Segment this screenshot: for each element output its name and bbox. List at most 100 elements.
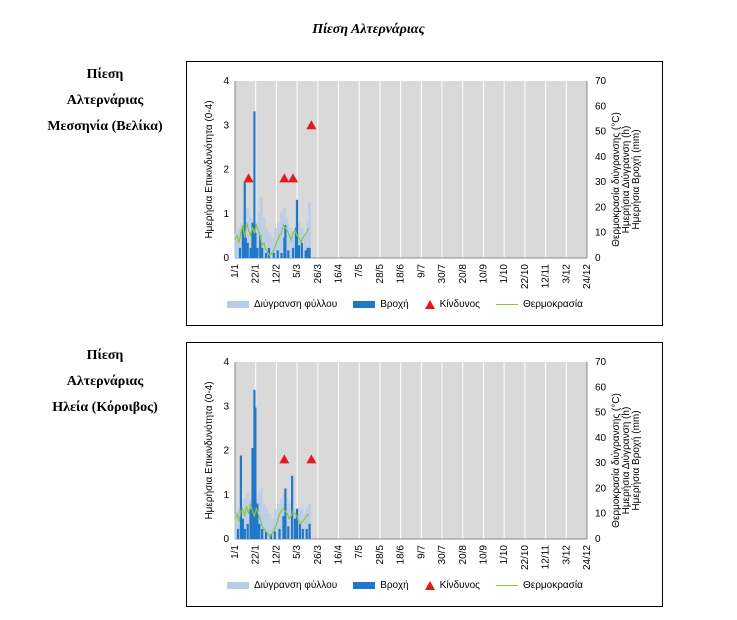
left-tick-label: 3	[223, 120, 229, 131]
leaf-wetness-bar	[291, 232, 295, 258]
leaf-wetness-bar	[285, 217, 289, 258]
rain-bar	[304, 250, 307, 258]
right-axis-title: Ημερήσια Διύγρανση (h)	[620, 126, 632, 234]
rain-bar	[297, 245, 301, 258]
rain-bar	[246, 242, 249, 258]
chart-legend: Διύγρανση φύλλου Βροχή Κίνδυνος Θερμοκρα…	[227, 295, 657, 313]
x-tick-label: 28/5	[375, 264, 386, 284]
label-line: Πίεση	[86, 67, 124, 82]
chart-svg: 1/1 22/1 12/2 5/3 26/3 16/4 7/5 28/5 18/6 9/7 30/7…	[203, 76, 642, 289]
page-title: Πίεση Αλτερνάριας	[312, 22, 425, 37]
right-tick-label: 60	[595, 101, 607, 112]
leaf-wetness-bar	[300, 508, 304, 539]
rain-bar	[292, 247, 295, 258]
leaf-wetness-bar	[265, 227, 269, 258]
x-tick-label: 5/3	[292, 264, 303, 278]
legend-risk: Κίνδυνος	[424, 298, 480, 310]
rain-bar	[256, 503, 259, 539]
right-tick-label: 40	[595, 152, 607, 163]
left-axis-title: Ημερήσια Επικινδυνότητα (0-4)	[203, 100, 215, 238]
rain-bar	[269, 533, 272, 539]
x-tick-label: 12/2	[271, 264, 282, 284]
rain-bar	[305, 528, 308, 539]
left-tick-label: 4	[223, 357, 229, 368]
right-axis-title: Ημερήσια Διύγρανση (h)	[620, 407, 632, 515]
panel-label-ileia: Πίεση Αλτερνάριας Ηλεία (Κόροιβος)	[40, 343, 170, 421]
leaf-wetness-bar	[288, 227, 292, 258]
rain-bar	[306, 247, 309, 258]
right-tick-label: 0	[595, 253, 601, 264]
legend-risk-label: Κίνδυνος	[439, 298, 480, 310]
x-tick-label: 30/7	[437, 264, 448, 284]
rain-bar	[308, 523, 311, 539]
x-tick-label: 20/8	[458, 264, 469, 284]
legend-leaf: Διύγρανση φύλλου	[227, 299, 337, 310]
temperature-line	[234, 222, 310, 257]
right-axis-title: Θερμοκρασία διύγρανσης (°C)	[610, 393, 622, 528]
legend-temp-label: Θερμοκρασία	[522, 298, 583, 310]
right-tick-label: 60	[595, 382, 607, 393]
x-tick-label: 7/5	[354, 545, 365, 559]
rain-bar	[280, 252, 283, 258]
legend-leaf-label: Διύγρανση φύλλου	[254, 298, 338, 310]
risk-marker	[306, 454, 317, 464]
leaf-wetness-bar	[234, 513, 238, 539]
rain-bar	[256, 247, 259, 258]
leaf-wetness-bar	[262, 217, 266, 258]
leaf-wetness-bar	[268, 232, 272, 258]
leaf-wetness-bar	[259, 197, 263, 258]
rain-swatch	[353, 300, 376, 308]
rain-bar	[291, 475, 294, 539]
right-tick-label: 10	[595, 228, 607, 239]
rain-bar	[282, 516, 285, 539]
x-tick-label: 26/3	[313, 264, 324, 284]
rain-bar	[300, 242, 303, 258]
x-tick-label: 1/10	[499, 264, 510, 284]
x-tick-label: 12/11	[541, 264, 552, 289]
risk-marker	[243, 173, 254, 183]
rain-bar	[273, 531, 276, 539]
x-tick-label: 3/12	[561, 545, 572, 565]
leaf-wetness-bar	[277, 222, 281, 258]
leaf-wetness-bar	[303, 513, 307, 539]
rain-swatch	[353, 581, 376, 589]
leaf-wetness-bar	[259, 488, 263, 539]
rain-bar	[308, 247, 311, 258]
chart-panel-ileia: 1/1 22/1 12/2 5/3 26/3 16/4 7/5 28/5 18/6 9/7 30/7…	[186, 342, 663, 607]
x-tick-label: 12/11	[541, 545, 552, 570]
rain-bar	[276, 250, 279, 258]
right-axis-title: Θερμοκρασία διύγρανσης (°C)	[610, 112, 622, 247]
x-tick-label: 24/12	[582, 264, 593, 289]
x-tick-label: 9/7	[416, 264, 427, 278]
triangle-icon	[424, 299, 435, 309]
x-tick-label: 18/6	[396, 264, 407, 284]
right-tick-label: 70	[595, 76, 607, 87]
rain-bar	[253, 111, 256, 258]
rain-bar	[264, 531, 268, 539]
chart-svg: 1/1 22/1 12/2 5/3 26/3 16/4 7/5 28/5 18/6 9/7 30/7…	[203, 357, 642, 570]
label-line: Αλτερνάριας	[66, 93, 144, 108]
triangle-icon	[424, 580, 435, 590]
leaf-wetness-bar	[279, 212, 283, 258]
legend-risk-label: Κίνδυνος	[439, 579, 480, 591]
right-tick-label: 30	[595, 458, 607, 469]
left-tick-label: 1	[223, 209, 229, 220]
rain-bar	[241, 227, 244, 258]
legend-temp: Θερμοκρασία	[495, 580, 583, 591]
leaf-wetness-bar	[271, 237, 275, 258]
x-tick-label: 1/10	[499, 545, 510, 565]
rain-bar	[295, 508, 299, 539]
legend-rain-label: Βροχή	[380, 298, 409, 310]
leaf-wetness-bar	[306, 508, 310, 539]
right-tick-label: 30	[595, 177, 607, 188]
legend-temp: Θερμοκρασία	[495, 298, 583, 310]
temperature-line	[234, 503, 309, 538]
legend-rain-label: Βροχή	[380, 579, 409, 591]
x-tick-label: 10/9	[478, 545, 489, 565]
rain-bar	[254, 407, 257, 539]
right-tick-label: 50	[595, 127, 607, 138]
temp-swatch	[495, 303, 518, 305]
leaf-wetness-bar	[237, 508, 241, 539]
rain-bar	[295, 199, 299, 258]
x-tick-label: 30/7	[437, 545, 448, 565]
